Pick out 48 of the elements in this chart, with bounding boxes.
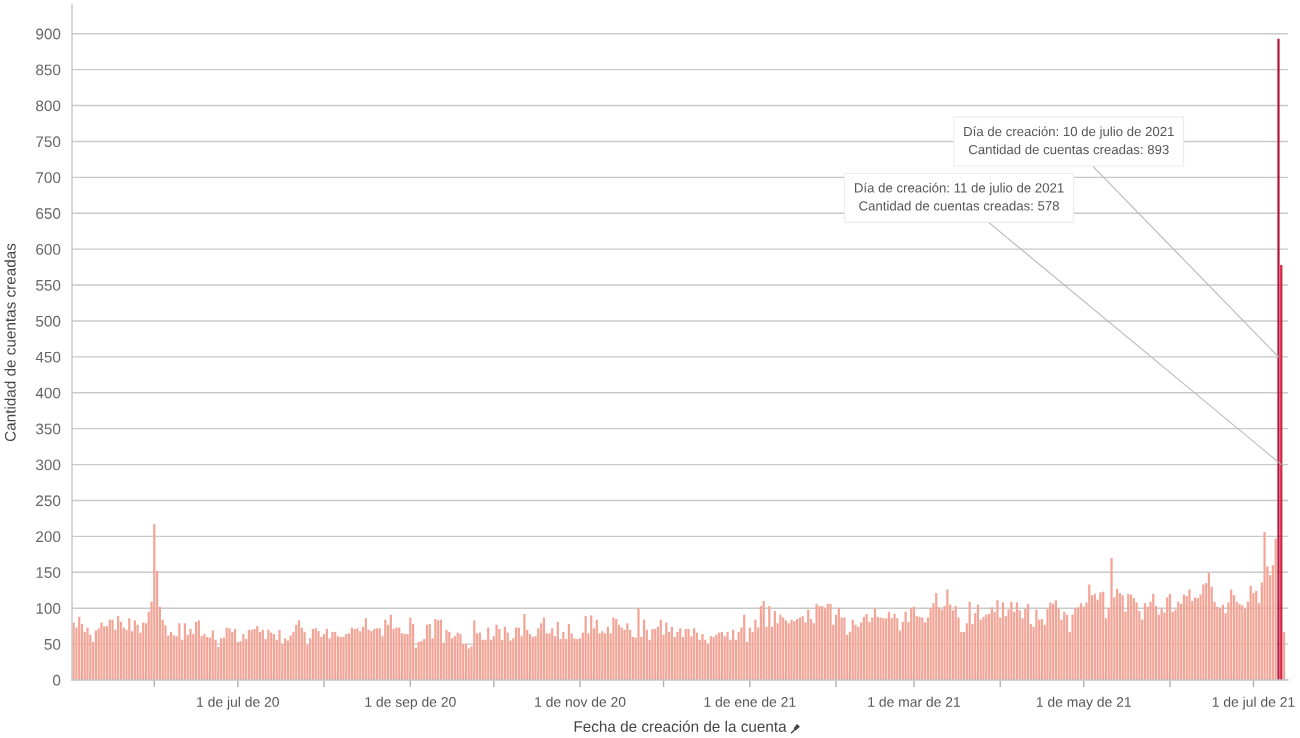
bar — [495, 624, 498, 680]
y-tick-label: 550 — [36, 279, 61, 291]
bar — [893, 613, 896, 680]
bar — [303, 631, 306, 680]
bar — [1263, 532, 1266, 680]
bar — [637, 608, 640, 680]
y-tick-label: 700 — [36, 172, 61, 184]
bar — [100, 622, 103, 680]
x-axis-title: Fecha de creación de la cuenta — [574, 720, 787, 732]
bar — [189, 629, 192, 680]
y-tick-label: 50 — [44, 638, 61, 650]
bar — [1277, 38, 1280, 680]
y-tick-label: 350 — [35, 423, 61, 435]
annotation: Día de creación: 10 de julio de 2021 Cantidad de cuentas creadas: 893 — [964, 126, 1174, 155]
y-tick-label: 250 — [36, 495, 61, 507]
y-tick-label: 150 — [36, 567, 61, 578]
x-tick-label: 1 de may de 21 — [1036, 696, 1131, 710]
bar — [726, 631, 729, 680]
bar — [86, 627, 89, 680]
y-tick-label: 650 — [36, 208, 61, 219]
x-tick-label: 1 de sep de 20 — [365, 696, 456, 710]
y-axis-title: Cantidad de cuentas creadas — [4, 243, 16, 442]
x-tick-label: 1 de mar de 21 — [868, 696, 961, 707]
y-tick-label: 400 — [35, 387, 61, 399]
bar — [996, 600, 999, 680]
x-tick-label: 1 de ene de 21 — [704, 696, 796, 707]
x-tick-label: 1 de nov de 20 — [535, 696, 626, 707]
y-tick-label: 100 — [36, 603, 61, 614]
bar — [701, 634, 704, 680]
bar — [278, 629, 281, 680]
bar — [1035, 609, 1038, 680]
annotation: Día de creación: 11 de julio de 2021 Cantidad de cuentas creadas: 578 — [855, 182, 1064, 211]
y-tick-label: 500 — [36, 315, 61, 327]
x-tick-label: 1 de jul de 21 — [1212, 696, 1295, 710]
y-tick-label: 800 — [36, 100, 61, 112]
y-tick-label: 450 — [35, 351, 61, 363]
y-tick-label: 300 — [35, 459, 61, 471]
x-tick-label: 1 de jul de 20 — [197, 696, 279, 710]
y-tick-label: 900 — [36, 28, 61, 40]
y-tick-label: 600 — [36, 244, 61, 255]
bar — [1135, 602, 1138, 680]
bar — [523, 613, 526, 680]
y-tick-label: 200 — [36, 531, 61, 543]
y-tick-label: 850 — [36, 64, 61, 76]
y-tick-label: 750 — [36, 136, 61, 148]
bar — [1188, 589, 1191, 680]
bar — [1110, 557, 1113, 680]
y-tick-label: 0 — [52, 674, 61, 686]
